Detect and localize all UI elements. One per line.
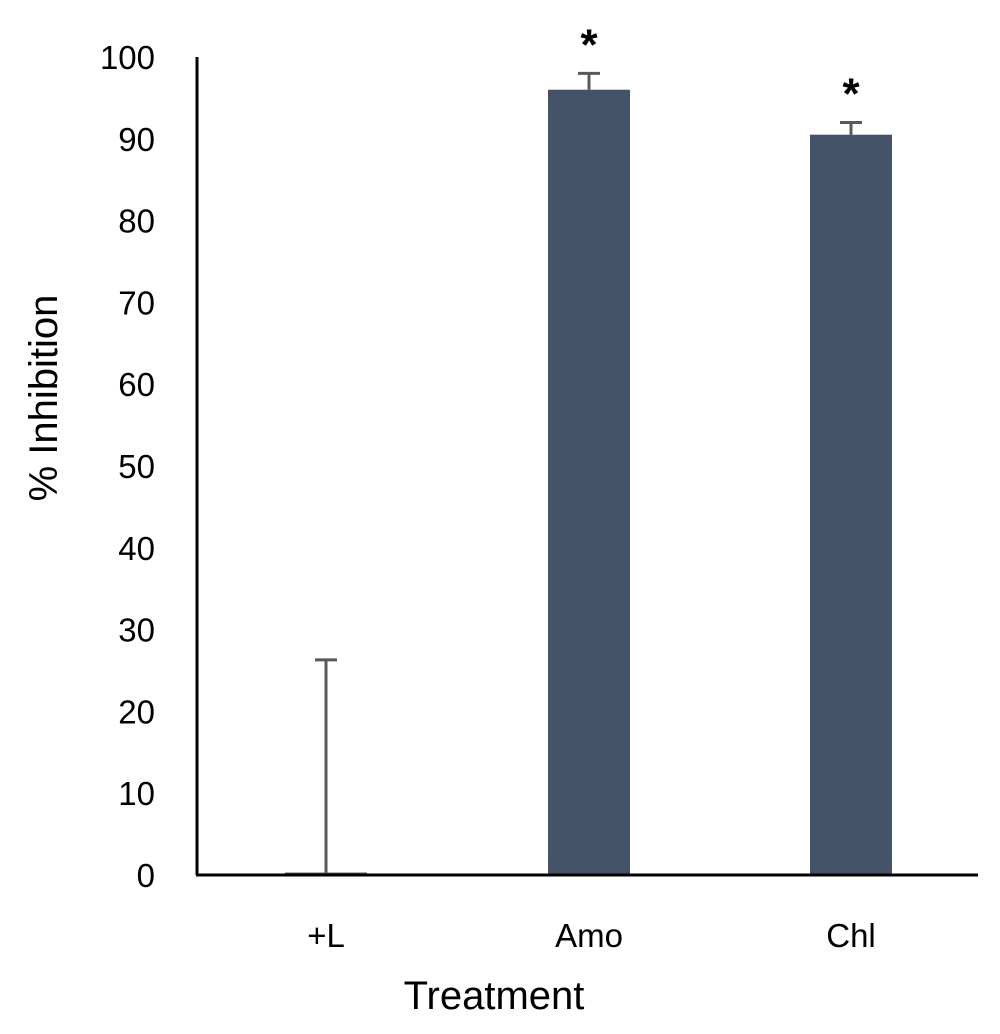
bars-layer <box>285 89 892 876</box>
y-tick-label: 20 <box>118 693 155 730</box>
y-tick-label: 60 <box>118 366 155 403</box>
y-tick-label: 40 <box>118 530 155 567</box>
y-tick-label: 10 <box>118 775 155 812</box>
x-tick-labels: +L Amo Chl <box>307 917 876 954</box>
bar <box>548 89 630 876</box>
y-tick-label: 30 <box>118 612 155 649</box>
x-tick-label: Chl <box>826 917 876 954</box>
x-tick-label: Amo <box>555 917 623 954</box>
y-tick-label: 90 <box>118 121 155 158</box>
bar <box>810 134 892 875</box>
y-tick-labels: 0 10 20 30 40 50 60 70 80 90 100 <box>100 39 155 894</box>
x-tick-label: +L <box>307 917 345 954</box>
error-bars-layer <box>315 71 862 873</box>
y-tick-label: 0 <box>137 857 155 894</box>
y-tick-label: 80 <box>118 203 155 240</box>
x-axis-title: Treatment <box>404 974 585 1018</box>
annotations-layer: ** <box>580 20 860 118</box>
y-axis-title: % Inhibition <box>22 295 66 502</box>
significance-marker: * <box>842 69 860 118</box>
y-tick-label: 50 <box>118 448 155 485</box>
y-tick-label: 70 <box>118 284 155 321</box>
significance-marker: * <box>580 20 598 69</box>
y-tick-label: 100 <box>100 39 155 76</box>
axes-layer <box>195 57 978 877</box>
